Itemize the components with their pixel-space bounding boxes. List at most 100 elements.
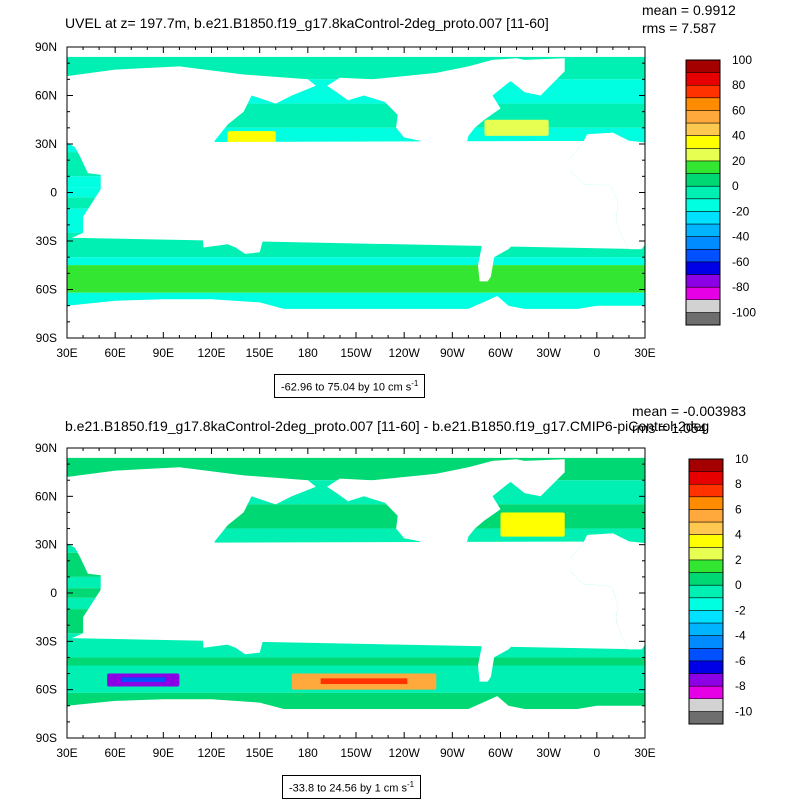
colorbar-swatch bbox=[686, 249, 720, 263]
range-text-2: -33.8 to 24.56 by 1 cm s bbox=[289, 782, 408, 795]
colorbar-label: 4 bbox=[735, 528, 742, 542]
colorbar-label: 20 bbox=[732, 154, 746, 168]
colorbar-label: -6 bbox=[735, 654, 746, 668]
colorbar-label: 0 bbox=[732, 179, 739, 193]
land-south-america bbox=[466, 173, 541, 282]
colorbar-label: 6 bbox=[735, 502, 742, 516]
x-tick-label: 30W bbox=[536, 746, 561, 760]
range-unit-exp-1: -1 bbox=[411, 379, 419, 388]
range-label-1: -62.96 to 75.04 by 10 cm s-1 bbox=[274, 374, 426, 398]
map-area-2 bbox=[67, 448, 645, 738]
colorbar-swatch bbox=[686, 261, 720, 276]
x-tick-label: 0 bbox=[593, 746, 600, 760]
y-tick-label: 90N bbox=[35, 40, 57, 54]
stat-rms: rms = 7.587 bbox=[642, 20, 717, 36]
colorbar-swatch bbox=[686, 287, 720, 301]
x-tick-label: 60E bbox=[104, 346, 125, 360]
chart-title: UVEL at z= 197.7m, b.e21.B1850.f19_g17.8… bbox=[65, 15, 549, 31]
land-antarctica bbox=[67, 696, 645, 738]
ocean-band bbox=[67, 657, 645, 666]
y-tick-label: 60N bbox=[35, 89, 57, 103]
x-tick-label: 60W bbox=[488, 346, 513, 360]
colorbar-swatch bbox=[689, 572, 723, 586]
x-tick-label: 90W bbox=[440, 746, 465, 760]
land-eurasia bbox=[67, 467, 316, 592]
colorbar-label: 8 bbox=[735, 477, 742, 491]
x-tick-label: 90E bbox=[153, 746, 174, 760]
colorbar-swatch bbox=[689, 559, 723, 574]
colorbar-swatch bbox=[686, 123, 720, 137]
colorbar-swatch bbox=[689, 547, 723, 561]
colorbar-label: -4 bbox=[735, 629, 746, 643]
x-tick-label: 180 bbox=[298, 746, 318, 760]
x-tick-label: 0 bbox=[593, 346, 600, 360]
land-north-america bbox=[327, 58, 541, 180]
colorbar-swatch bbox=[689, 585, 723, 599]
land-africa-wrap bbox=[569, 132, 645, 250]
y-tick-label: 90S bbox=[36, 331, 57, 345]
x-tick-label: 150W bbox=[340, 346, 372, 360]
feature-core-southern-ocean-anomaly-indian bbox=[121, 677, 165, 682]
y-tick-label: 0 bbox=[50, 586, 57, 600]
colorbar-swatch bbox=[689, 648, 723, 662]
colorbar-label: -40 bbox=[732, 230, 750, 244]
x-tick-label: 90E bbox=[153, 346, 174, 360]
colorbar-label: 10 bbox=[735, 452, 749, 466]
x-tick-label: 30E bbox=[634, 346, 655, 360]
x-tick-label: 30W bbox=[536, 346, 561, 360]
colorbar-swatch bbox=[689, 522, 723, 536]
colorbar-swatch bbox=[686, 236, 720, 250]
feature-antarctic-circumpolar-current bbox=[67, 265, 645, 287]
y-tick-label: 30S bbox=[36, 634, 57, 648]
colorbar-label: 80 bbox=[732, 78, 746, 92]
colorbar-label: 40 bbox=[732, 129, 746, 143]
colorbar-swatch bbox=[689, 459, 723, 473]
colorbar-label: -10 bbox=[735, 704, 753, 718]
colorbar-label: -8 bbox=[735, 679, 746, 693]
land-north-america bbox=[327, 459, 541, 581]
x-tick-label: 150E bbox=[246, 746, 274, 760]
colorbar-swatch bbox=[686, 224, 720, 238]
colorbar-label: 0 bbox=[735, 578, 742, 592]
colorbar-label: 2 bbox=[735, 553, 742, 567]
colorbar-swatch bbox=[686, 173, 720, 187]
colorbar-swatch bbox=[686, 198, 720, 212]
colorbar-swatch bbox=[686, 72, 720, 86]
land-eurasia bbox=[67, 66, 316, 191]
land-australia bbox=[201, 210, 265, 254]
y-tick-label: 30N bbox=[35, 538, 57, 552]
y-tick-label: 90N bbox=[35, 441, 57, 455]
range-unit-exp-2: -1 bbox=[407, 780, 415, 789]
x-tick-label: 60W bbox=[488, 746, 513, 760]
map-area-1 bbox=[67, 47, 645, 338]
colorbar-label: -60 bbox=[732, 255, 750, 269]
colorbar-swatch bbox=[689, 711, 723, 725]
feature-gulf-stream bbox=[484, 119, 549, 136]
x-tick-label: 30E bbox=[56, 746, 77, 760]
colorbar-swatch bbox=[686, 299, 720, 313]
y-tick-label: 90S bbox=[36, 731, 57, 745]
land-antarctica bbox=[67, 296, 645, 338]
colorbar-swatch bbox=[689, 610, 723, 624]
stat-rms: rms = 1.054 bbox=[632, 420, 707, 436]
colorbar-label: -80 bbox=[732, 280, 750, 294]
colorbar-swatch bbox=[686, 274, 720, 288]
colorbar-swatch bbox=[689, 484, 723, 498]
colorbar-swatch bbox=[689, 686, 723, 700]
colorbar-swatch bbox=[686, 160, 720, 175]
feature-gulf-stream-anomaly bbox=[500, 512, 565, 537]
colorbar-swatch bbox=[689, 623, 723, 637]
chart-title: b.e21.B1850.f19_g17.8kaControl-2deg_prot… bbox=[65, 418, 709, 434]
range-text-1: -62.96 to 75.04 by 10 cm s bbox=[281, 381, 412, 394]
colorbar-swatch bbox=[689, 534, 723, 548]
land-greenland bbox=[500, 459, 565, 497]
y-tick-label: 30N bbox=[35, 137, 57, 151]
x-tick-label: 120W bbox=[388, 746, 420, 760]
colorbar-swatch bbox=[686, 186, 720, 200]
y-tick-label: 60S bbox=[36, 683, 57, 697]
land-indonesia bbox=[171, 584, 260, 608]
colorbar-swatch bbox=[689, 471, 723, 485]
land-australia bbox=[201, 610, 265, 655]
colorbar-swatch bbox=[689, 597, 723, 611]
colorbar-swatch bbox=[689, 509, 723, 523]
